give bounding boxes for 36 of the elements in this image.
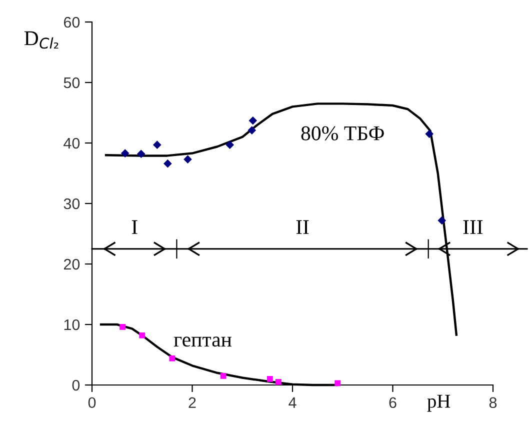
x-tick-label: 0 <box>88 397 96 408</box>
y-tick-label: 20 <box>64 258 80 270</box>
y-tick-label: 60 <box>64 16 80 28</box>
point <box>136 150 146 158</box>
y-axis-title: D$_{Cl₂}$ <box>24 31 58 49</box>
annotation: гептан <box>174 336 232 347</box>
point <box>164 159 172 168</box>
annotation: 80% ТБФ <box>301 126 384 140</box>
annotation: II <box>296 220 309 234</box>
point <box>266 376 273 382</box>
point <box>276 379 282 385</box>
point <box>438 216 446 225</box>
x-tick-label: 6 <box>389 397 396 408</box>
y-tick-label: 10 <box>64 319 80 330</box>
point <box>425 130 434 138</box>
annotation: I <box>132 220 138 234</box>
point <box>139 332 146 338</box>
point <box>120 324 126 330</box>
point <box>152 140 162 149</box>
x-axis-title: pH <box>427 394 450 412</box>
y-tick-label: 0 <box>72 380 80 391</box>
point <box>120 149 130 158</box>
annotation: III <box>463 220 483 234</box>
point <box>220 372 226 379</box>
x-tick-label: 2 <box>188 397 196 408</box>
point <box>169 355 176 362</box>
point <box>248 126 256 134</box>
point <box>334 380 341 386</box>
point <box>226 140 234 149</box>
y-tick-label: 40 <box>64 138 80 149</box>
point <box>184 155 192 164</box>
point <box>248 116 258 125</box>
y-tick-label: 30 <box>64 198 80 210</box>
x-tick-label: 8 <box>489 397 497 408</box>
y-tick-label: 50 <box>64 77 80 88</box>
x-tick-label: 4 <box>288 397 296 408</box>
